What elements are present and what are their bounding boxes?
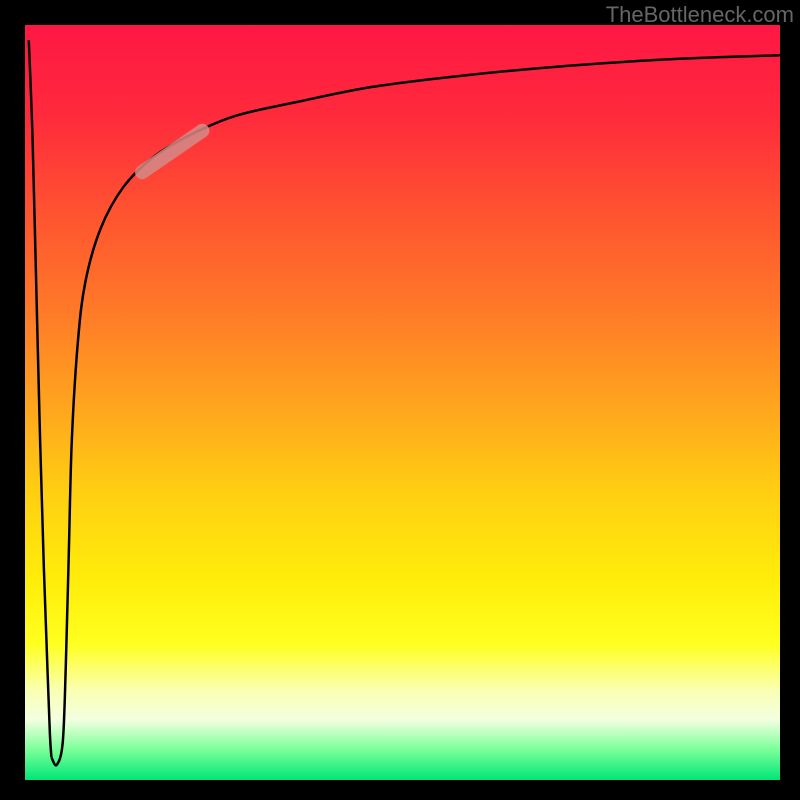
chart-frame: TheBottleneck.com xyxy=(0,0,800,800)
bottleneck-curve-chart xyxy=(0,0,800,800)
plot-background xyxy=(25,25,780,780)
attribution-text: TheBottleneck.com xyxy=(606,2,794,28)
